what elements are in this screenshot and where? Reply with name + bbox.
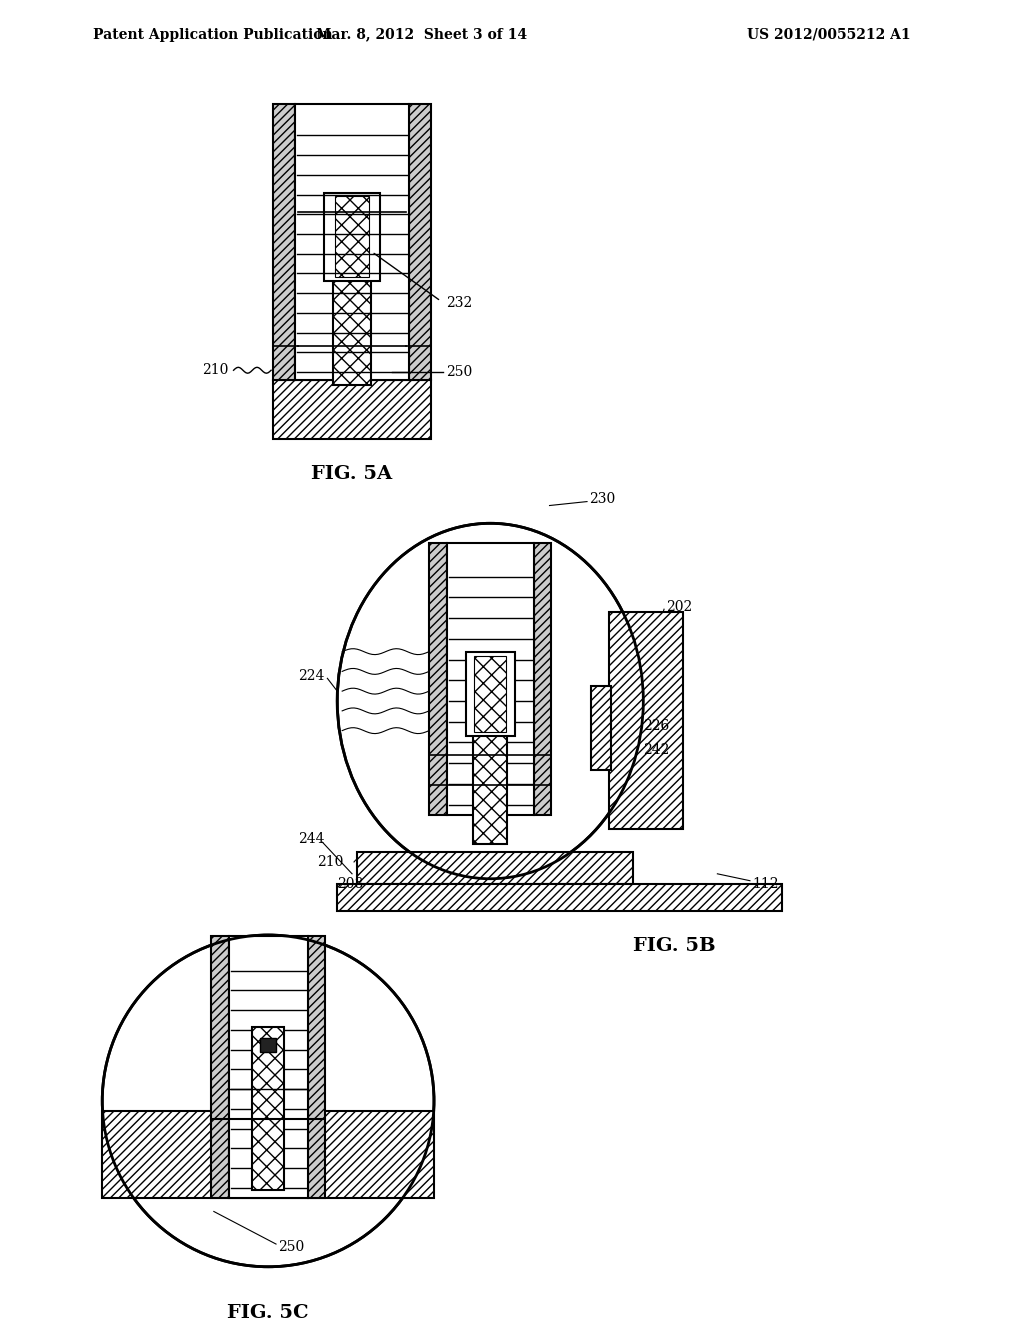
Text: 242: 242	[643, 743, 670, 758]
Text: 226: 226	[643, 718, 670, 733]
Text: 112: 112	[752, 876, 778, 891]
Bar	[446, 543, 534, 814]
Bar	[429, 543, 446, 814]
Bar	[337, 883, 781, 911]
Bar	[295, 104, 410, 380]
Text: 250: 250	[445, 366, 472, 379]
Bar	[211, 936, 228, 1197]
Bar	[273, 104, 295, 380]
Text: 232: 232	[445, 296, 472, 310]
Bar	[273, 380, 431, 440]
Text: 202: 202	[666, 601, 692, 614]
Bar	[307, 936, 326, 1197]
Text: Mar. 8, 2012  Sheet 3 of 14: Mar. 8, 2012 Sheet 3 of 14	[315, 28, 526, 41]
Text: Patent Application Publication: Patent Application Publication	[93, 28, 333, 41]
Bar	[228, 936, 307, 1197]
Text: 250: 250	[278, 1239, 304, 1254]
Bar	[102, 1110, 434, 1197]
Bar	[474, 656, 506, 731]
Circle shape	[102, 935, 434, 1267]
Ellipse shape	[337, 523, 643, 879]
Text: 224: 224	[298, 669, 325, 684]
Bar	[335, 197, 369, 277]
Bar	[608, 612, 683, 829]
Bar	[357, 853, 634, 883]
Text: 208: 208	[337, 876, 364, 891]
Bar	[466, 652, 515, 735]
Text: 210: 210	[317, 855, 344, 869]
Text: 210: 210	[203, 363, 228, 378]
Bar	[534, 543, 552, 814]
Text: 244: 244	[298, 832, 325, 846]
Bar	[333, 202, 371, 385]
Bar	[591, 686, 610, 770]
Bar	[325, 193, 380, 281]
Text: US 2012/0055212 A1: US 2012/0055212 A1	[746, 28, 910, 41]
Bar	[410, 104, 431, 380]
Bar	[260, 1038, 276, 1052]
Bar	[252, 1027, 284, 1189]
Text: FIG. 5C: FIG. 5C	[227, 1304, 309, 1320]
Bar	[473, 667, 507, 845]
Text: FIG. 5B: FIG. 5B	[634, 937, 716, 954]
Text: FIG. 5A: FIG. 5A	[311, 465, 392, 483]
Text: 230: 230	[589, 491, 615, 506]
